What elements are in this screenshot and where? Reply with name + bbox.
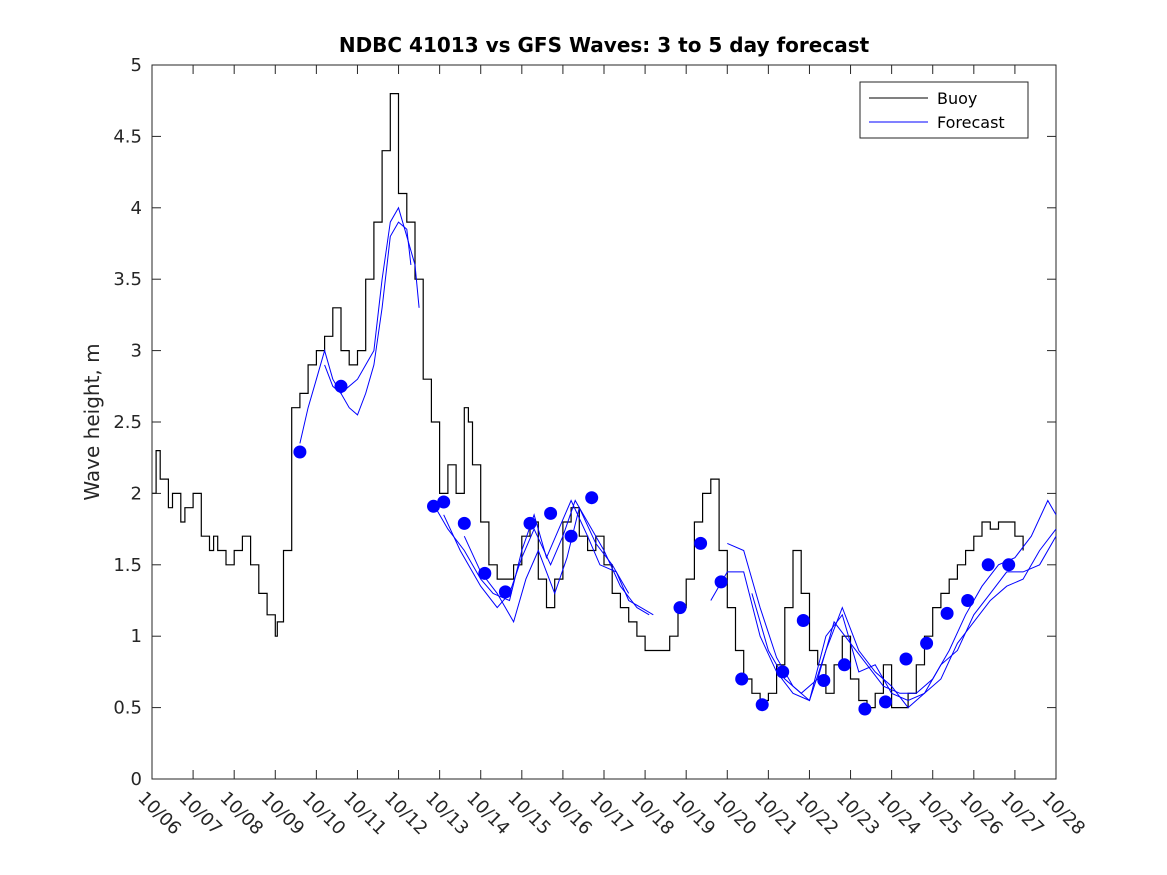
forecast-line-0 bbox=[299, 206, 420, 444]
forecast-line-4 bbox=[463, 506, 630, 624]
legend: Buoy Forecast bbox=[859, 81, 1029, 139]
forecast-point bbox=[817, 674, 831, 687]
forecast-point bbox=[498, 585, 512, 599]
forecast-point bbox=[334, 379, 348, 393]
forecast-point bbox=[478, 566, 492, 580]
forecast-point bbox=[457, 516, 471, 530]
forecast-point bbox=[981, 558, 995, 572]
forecast-point bbox=[961, 594, 975, 607]
chart-title: NDBC 41013 vs GFS Waves: 3 to 5 day fore… bbox=[339, 33, 870, 57]
forecast-line-7 bbox=[751, 499, 1057, 694]
y-tick-label: 3 bbox=[131, 341, 142, 362]
forecast-point bbox=[940, 606, 954, 620]
forecast-point bbox=[564, 529, 578, 543]
axes-box bbox=[151, 64, 1057, 780]
forecast-point bbox=[673, 601, 687, 615]
series-layer bbox=[152, 93, 1057, 716]
y-tick-label: 1.5 bbox=[113, 555, 142, 576]
y-tick-label: 2.5 bbox=[113, 412, 142, 433]
forecast-point bbox=[755, 698, 769, 712]
forecast-point bbox=[776, 665, 790, 679]
plot-area: 00.511.522.533.544.5510/0610/0710/0810/0… bbox=[113, 55, 1089, 839]
forecast-point bbox=[544, 506, 558, 520]
y-tick-label: 1 bbox=[131, 626, 142, 647]
legend-box bbox=[859, 81, 1029, 139]
forecast-point bbox=[920, 636, 934, 650]
forecast-line-2 bbox=[435, 499, 654, 616]
forecast-line-3 bbox=[443, 499, 650, 616]
forecast-point bbox=[879, 695, 892, 709]
forecast-point bbox=[523, 516, 537, 530]
y-tick-label: 4 bbox=[131, 198, 142, 219]
forecast-point bbox=[714, 575, 728, 589]
y-axis-label: Wave height, m bbox=[80, 343, 104, 500]
y-tick-label: 0.5 bbox=[113, 698, 142, 719]
forecast-point bbox=[1002, 558, 1016, 572]
y-tick-label: 4.5 bbox=[113, 126, 142, 147]
forecast-point bbox=[796, 614, 810, 627]
y-tick-label: 5 bbox=[131, 55, 142, 76]
forecast-point bbox=[585, 491, 599, 505]
forecast-point bbox=[437, 495, 451, 509]
legend-forecast-label: Forecast bbox=[937, 113, 1005, 132]
forecast-point bbox=[837, 658, 851, 672]
legend-buoy-label: Buoy bbox=[937, 89, 977, 108]
y-tick-label: 3.5 bbox=[113, 269, 142, 290]
forecast-point bbox=[899, 652, 913, 666]
forecast-point bbox=[293, 445, 307, 459]
forecast-point bbox=[735, 672, 749, 686]
forecast-point bbox=[858, 702, 872, 716]
forecast-point bbox=[427, 499, 440, 513]
y-tick-label: 2 bbox=[131, 483, 142, 504]
y-tick-label: 0 bbox=[131, 769, 142, 790]
forecast-point bbox=[694, 536, 708, 550]
